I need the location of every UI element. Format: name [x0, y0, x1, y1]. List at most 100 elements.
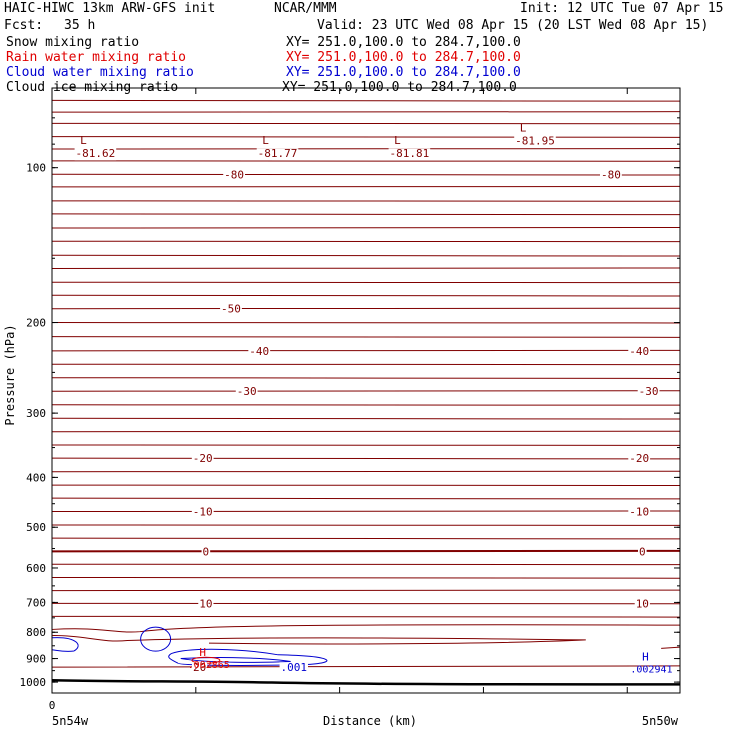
minimum-value-bg [256, 148, 299, 161]
minimum-marker: L [520, 121, 527, 134]
isotherm-line [51, 589, 681, 592]
isotherm-lines [51, 99, 681, 686]
isotherm-label: -20 [193, 452, 213, 465]
isotherm-label-bg [628, 453, 651, 466]
isotherm-label-bg [248, 346, 271, 359]
isotherm-line [51, 227, 681, 229]
isotherm-label-bg [201, 546, 211, 559]
minimum-value-bg [74, 148, 117, 161]
isotherm-label-bg [220, 303, 242, 316]
contour-labels: -80 -80 -50 -40 -40 -30 -30 -20 -20 -10 -10 0 0 10 10 2… [74, 121, 673, 676]
isotherm-label: -20 [629, 452, 649, 465]
valid-label: Valid: 23 UTC Wed 08 Apr 15 (20 LST Wed … [317, 18, 709, 33]
isotherm-label-bg [191, 506, 214, 519]
cloud-water-contour [180, 657, 291, 663]
isotherm-label: -80 [601, 168, 621, 181]
y-tick-label: 600 [26, 562, 46, 575]
isotherm-line [51, 430, 681, 433]
init-label: Init: 12 UTC Tue 07 Apr 15 [520, 1, 724, 16]
y-tick-label: 100 [26, 162, 46, 175]
isotherm-label: 0 [639, 545, 646, 558]
isotherm-label: 10 [636, 597, 649, 610]
plot-frame [51, 87, 681, 694]
cloud-water-contour [51, 637, 79, 652]
isotherm-line [51, 377, 681, 379]
isotherm-label-bg [600, 169, 622, 182]
cloud-water-contours [51, 626, 328, 666]
isotherm-line [51, 213, 681, 216]
isotherm-label: 0 [203, 545, 210, 558]
isotherm-line [51, 294, 681, 297]
isotherm-line [51, 417, 681, 420]
maximum-marker: H [199, 646, 206, 659]
isotherm-label-bg [628, 506, 651, 519]
center-label: NCAR/MMM [274, 1, 337, 16]
isotherm-label: -30 [237, 385, 257, 398]
forecast-label: Fcst: [4, 18, 44, 33]
minimum-value-bg [388, 148, 431, 161]
isotherm-label: -50 [221, 303, 241, 316]
y-axis-label: Pressure (hPa) [3, 324, 17, 425]
minimum-marker: L [80, 134, 87, 147]
forecast-value: 35 h [64, 18, 96, 33]
minimum-marker: L [262, 134, 269, 147]
isotherm-label-bg [198, 598, 214, 611]
y-tick-label: 500 [26, 521, 46, 534]
isotherm-label-bg [223, 169, 246, 182]
isotherm-line [51, 349, 681, 352]
x-zero-label: 0 [49, 699, 56, 712]
isotherm-label-bg [634, 598, 650, 611]
isotherm-line [51, 148, 681, 150]
y-tick-label: 1000 [20, 676, 47, 689]
minimum-value: -81.81 [390, 147, 430, 160]
legend-cloudwater-xy: XY= 251.0,100.0 to 284.7,100.0 [286, 65, 521, 80]
maximum-value: .002941 [630, 665, 672, 676]
x-end-label: 5n50w [642, 714, 679, 728]
isotherm-label-bg [628, 346, 651, 359]
isotherm-line [51, 335, 681, 338]
isotherm-line [51, 254, 681, 257]
legend-rain-xy: XY= 251.0,100.0 to 284.7,100.0 [286, 50, 521, 65]
isotherm-line [661, 646, 681, 649]
isotherm-line [51, 576, 681, 579]
isotherm-line [51, 624, 681, 633]
isotherm-line [51, 470, 681, 473]
isotherm-label: -10 [193, 506, 213, 519]
isotherm-line [51, 185, 681, 188]
isotherm-line [51, 111, 681, 113]
legend-snow-xy: XY= 251.0,100.0 to 284.7,100.0 [286, 35, 521, 50]
isotherm-label: -80 [224, 168, 244, 181]
isotherm-label: -40 [629, 345, 649, 358]
minimum-value: -81.62 [76, 147, 116, 160]
maximum-marker: H [642, 651, 649, 664]
cloud-water-contour [140, 626, 172, 652]
isotherm-label-bg [191, 662, 208, 675]
minimum-value-bg [514, 135, 556, 148]
y-tick-label: 200 [26, 317, 46, 330]
isotherm-label: -10 [629, 506, 649, 519]
legend-snow-label: Snow mixing ratio [6, 35, 140, 50]
isotherm-label-bg [235, 386, 258, 399]
isotherm-label-bg [191, 453, 214, 466]
cloud-contour-label-bg [279, 662, 308, 675]
isotherm-line [51, 497, 681, 500]
y-tick-label: 400 [26, 471, 46, 484]
x-axis-label: Distance (km) [323, 714, 417, 728]
isotherm-line [51, 549, 681, 553]
y-tick-label: 800 [26, 626, 46, 639]
isotherm-label-bg [638, 546, 647, 559]
isotherm-line [51, 510, 681, 513]
isotherm-line [51, 537, 681, 540]
maximum-value: .002865 [188, 660, 230, 671]
isotherm-line [51, 99, 681, 102]
model-title: HAIC-HIWC 13km ARW-GFS init [4, 1, 216, 16]
x-start-label: 5n54w [52, 714, 89, 728]
y-tick-label: 900 [26, 653, 46, 666]
isotherm-label: -40 [249, 345, 269, 358]
isotherm-line [51, 615, 681, 618]
isotherm-line [51, 267, 681, 270]
isotherm-line [51, 173, 681, 176]
isotherm-label: 20 [193, 661, 206, 674]
